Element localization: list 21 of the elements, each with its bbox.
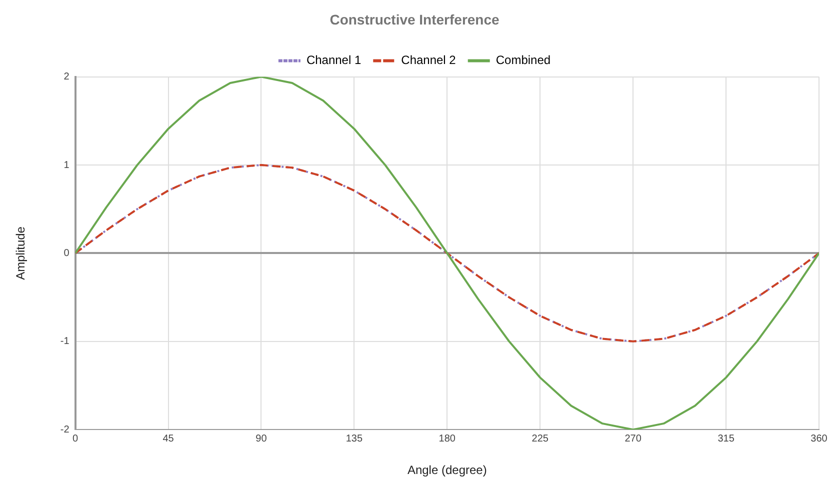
y-tick-label: 2 xyxy=(64,72,70,83)
line-series xyxy=(75,164,819,342)
legend-label: Combined xyxy=(496,53,551,68)
x-tick-label: 45 xyxy=(162,433,174,444)
y-tick-label: 0 xyxy=(64,248,70,259)
y-tick-label: 1 xyxy=(64,160,70,171)
y-tick-label: -2 xyxy=(60,424,70,436)
chart-title: Constructive Interference xyxy=(330,11,500,28)
x-axis-title: Angle (degree) xyxy=(407,463,487,478)
legend-label: Channel 1 xyxy=(306,53,362,68)
x-tick-label: 90 xyxy=(256,433,268,444)
x-tick-label: 315 xyxy=(718,433,735,444)
x-tick-label: 180 xyxy=(438,433,456,444)
x-tick-label: 270 xyxy=(624,433,642,444)
y-axis-title: Amplitude xyxy=(14,226,28,280)
x-tick-label: 0 xyxy=(72,433,79,444)
x-tick-label: 225 xyxy=(532,433,549,444)
y-tick-label: -1 xyxy=(60,336,70,348)
x-tick-label: 135 xyxy=(346,433,363,444)
x-tick-label: 360 xyxy=(810,433,828,444)
legend-label: Channel 2 xyxy=(401,53,456,68)
